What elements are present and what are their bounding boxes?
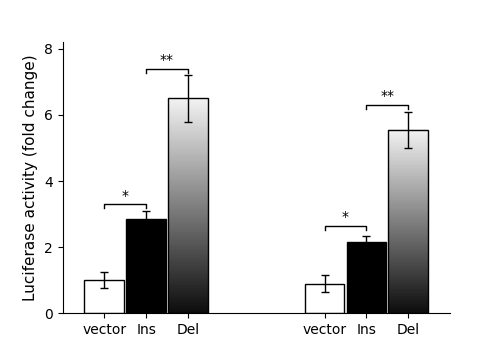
Text: **: ** bbox=[160, 53, 174, 67]
Bar bbox=[84, 280, 124, 313]
Bar bbox=[346, 242, 387, 313]
Bar bbox=[305, 283, 344, 313]
Text: **: ** bbox=[380, 89, 394, 103]
Y-axis label: Luciferase activity (fold change): Luciferase activity (fold change) bbox=[24, 55, 38, 301]
Bar bbox=[126, 219, 166, 313]
Bar bbox=[388, 130, 428, 313]
Text: *: * bbox=[342, 210, 349, 224]
Bar bbox=[168, 99, 207, 313]
Text: *: * bbox=[122, 189, 128, 202]
